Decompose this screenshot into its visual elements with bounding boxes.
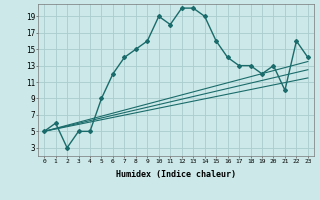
X-axis label: Humidex (Indice chaleur): Humidex (Indice chaleur) [116, 170, 236, 179]
